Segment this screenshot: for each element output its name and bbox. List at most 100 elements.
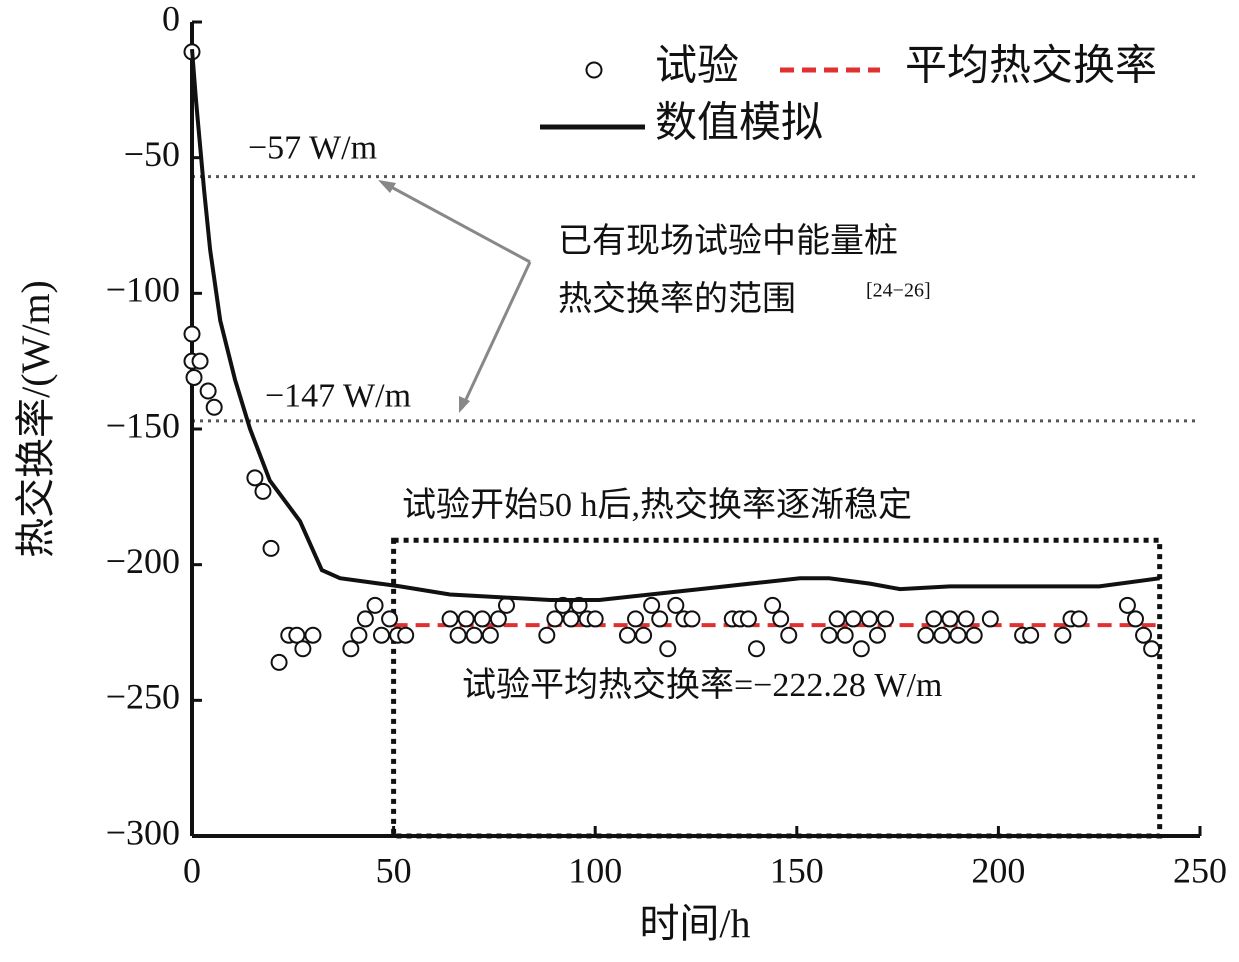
- data-point: [739, 610, 757, 628]
- sim-line: [190, 48, 1160, 602]
- arrowhead: [459, 396, 470, 413]
- data-point: [546, 610, 564, 628]
- reference-label: −57 W/m: [248, 129, 377, 166]
- data-point: [562, 610, 580, 628]
- data-point: [457, 610, 475, 628]
- data-point: [199, 382, 217, 400]
- data-point: [1126, 610, 1144, 628]
- y-tick-label: −100: [106, 270, 180, 310]
- data-point: [643, 596, 661, 614]
- legend-label: 平均热交换率: [905, 43, 1157, 90]
- x-tick-label: 150: [770, 850, 824, 890]
- data-point: [917, 626, 935, 644]
- data-point: [441, 610, 459, 628]
- data-point: [965, 626, 983, 644]
- data-point: [356, 610, 374, 628]
- data-point: [294, 640, 312, 658]
- data-point: [764, 596, 782, 614]
- data-point: [941, 610, 959, 628]
- data-point: [342, 640, 360, 658]
- annotation: 已有现场试验中能量桩: [558, 222, 898, 260]
- data-point: [366, 596, 384, 614]
- data-point: [844, 610, 862, 628]
- x-axis-label: 时间/h: [639, 901, 750, 946]
- data-point: [254, 482, 272, 500]
- data-point: [877, 610, 895, 628]
- data-point: [635, 626, 653, 644]
- data-point: [1135, 626, 1153, 644]
- data-point: [949, 626, 967, 644]
- data-point: [852, 640, 870, 658]
- x-tick-label: 100: [568, 850, 622, 890]
- legend-bg: [535, 38, 1235, 158]
- data-point: [489, 610, 507, 628]
- y-axis-label: 热交换率/(W/m): [13, 280, 58, 558]
- data-point: [1070, 610, 1088, 628]
- data-point: [933, 626, 951, 644]
- box-label: 试验开始50 h后,热交换率逐渐稳定: [402, 486, 912, 524]
- data-point: [205, 398, 223, 416]
- arrow: [381, 180, 531, 264]
- data-point: [627, 610, 645, 628]
- data-point: [381, 610, 399, 628]
- data-point: [747, 640, 765, 658]
- data-point: [868, 626, 886, 644]
- x-tick-label: 50: [376, 850, 412, 890]
- data-point: [1118, 596, 1136, 614]
- data-point: [1054, 626, 1072, 644]
- data-point: [288, 626, 306, 644]
- annotation-ref: [24−26]: [866, 280, 931, 302]
- data-point: [538, 626, 556, 644]
- data-point: [183, 325, 201, 343]
- x-tick-label: 0: [183, 850, 201, 890]
- y-tick-label: −250: [106, 677, 180, 717]
- data-point: [185, 368, 203, 386]
- x-tick-label: 200: [971, 850, 1025, 890]
- data-point: [497, 596, 515, 614]
- reference-label: −147 W/m: [265, 378, 411, 415]
- data-point: [925, 610, 943, 628]
- data-point: [651, 610, 669, 628]
- data-point: [860, 610, 878, 628]
- data-point: [304, 626, 322, 644]
- data-point: [397, 626, 415, 644]
- data-point: [659, 640, 677, 658]
- data-point: [820, 626, 838, 644]
- arrowhead: [378, 180, 396, 193]
- y-tick-label: −150: [106, 405, 180, 445]
- mean-label: 试验平均热交换率=−222.28 W/m: [462, 666, 942, 704]
- data-point: [836, 626, 854, 644]
- data-point: [246, 469, 264, 487]
- data-point: [586, 610, 604, 628]
- data-point: [262, 539, 280, 557]
- data-point: [772, 610, 790, 628]
- data-point: [618, 626, 636, 644]
- y-tick-label: −200: [106, 541, 180, 581]
- data-point: [981, 610, 999, 628]
- annotation: 热交换率的范围: [558, 280, 796, 318]
- data-point: [957, 610, 975, 628]
- data-point: [1143, 640, 1161, 658]
- legend-marker: [585, 61, 603, 79]
- y-tick-label: 0: [162, 0, 180, 38]
- data-point: [667, 596, 685, 614]
- legend-label: 试验: [655, 43, 739, 90]
- data-point: [780, 626, 798, 644]
- x-tick-label: 250: [1173, 850, 1227, 890]
- data-point: [191, 352, 209, 370]
- data-point: [481, 626, 499, 644]
- data-point: [828, 610, 846, 628]
- arrow: [460, 261, 532, 409]
- data-point: [683, 610, 701, 628]
- data-point: [465, 626, 483, 644]
- data-point: [449, 626, 467, 644]
- data-point: [473, 610, 491, 628]
- data-point: [270, 653, 288, 671]
- legend-label: 数值模拟: [655, 101, 823, 147]
- data-point: [373, 626, 391, 644]
- y-tick-label: −50: [124, 134, 180, 174]
- y-tick-label: −300: [106, 812, 180, 852]
- data-point: [350, 626, 368, 644]
- data-point: [1022, 626, 1040, 644]
